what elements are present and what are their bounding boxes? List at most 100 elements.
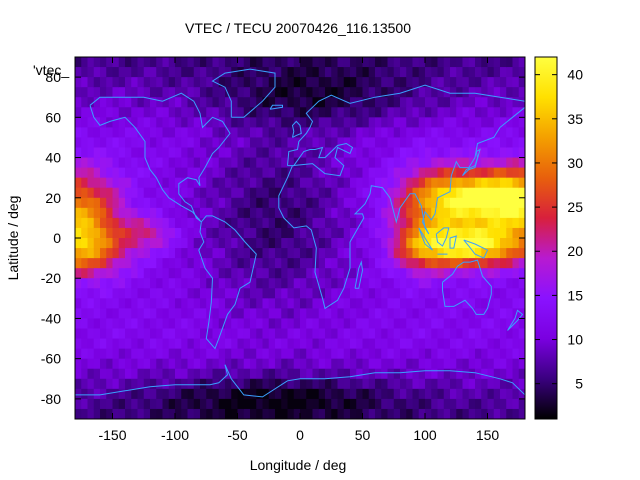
- heatmap-cell: [243, 157, 251, 169]
- colorbar-tick-label: 35: [567, 111, 583, 127]
- heatmap-cell: [518, 57, 525, 68]
- heatmap-cell: [462, 147, 470, 159]
- heatmap-cell: [418, 258, 426, 269]
- heatmap-cell: [450, 378, 457, 390]
- heatmap-cell: [350, 107, 357, 118]
- heatmap-cell: [243, 67, 251, 78]
- heatmap-cell: [350, 268, 357, 279]
- heatmap-cell: [168, 338, 176, 350]
- heatmap-cell: [143, 217, 151, 229]
- heatmap-cell: [250, 268, 257, 279]
- heatmap-cell: [93, 358, 101, 370]
- heatmap-cell: [443, 258, 451, 269]
- heatmap-cell: [387, 308, 395, 320]
- heatmap-cell: [137, 57, 145, 68]
- heatmap-cell: [112, 227, 120, 239]
- heatmap-cell: [306, 268, 314, 279]
- heatmap-cell: [137, 378, 145, 390]
- heatmap-cell: [418, 348, 426, 360]
- coastline-segment: [75, 364, 229, 396]
- heatmap-cell: [368, 77, 376, 88]
- heatmap-cell: [175, 258, 182, 269]
- heatmap-cell: [106, 408, 114, 419]
- heatmap-cell: [481, 238, 489, 249]
- heatmap-cell: [431, 238, 439, 249]
- heatmap-cell: [462, 248, 470, 259]
- heatmap-cell: [362, 288, 370, 299]
- heatmap-cell: [506, 278, 514, 289]
- heatmap-cell: [250, 187, 257, 199]
- heatmap-cell: [275, 187, 282, 199]
- heatmap-cell: [450, 147, 457, 159]
- heatmap-cell: [343, 77, 351, 88]
- heatmap-cell: [143, 258, 151, 269]
- heatmap-cell: [256, 288, 264, 299]
- heatmap-cell: [187, 97, 195, 108]
- heatmap-cell: [412, 378, 420, 390]
- heatmap-cell: [506, 67, 514, 78]
- heatmap-cell: [100, 338, 107, 350]
- heatmap-cell: [262, 348, 270, 360]
- heatmap-cell: [150, 328, 157, 340]
- heatmap-cell: [275, 378, 282, 390]
- x-tick-label: 0: [296, 427, 304, 443]
- heatmap-cell: [412, 368, 420, 380]
- heatmap-cell: [368, 117, 376, 128]
- heatmap-cell: [231, 97, 239, 108]
- heatmap-cell: [350, 288, 357, 299]
- heatmap-cell: [450, 248, 457, 259]
- heatmap-cell: [325, 248, 332, 259]
- heatmap-cell: [81, 207, 89, 219]
- heatmap-cell: [200, 77, 207, 88]
- heatmap-cell: [312, 398, 320, 410]
- heatmap-cell: [318, 227, 326, 239]
- heatmap-cell: [312, 87, 320, 98]
- heatmap-cell: [143, 97, 151, 108]
- heatmap-cell: [337, 197, 345, 209]
- heatmap-cell: [75, 268, 82, 279]
- heatmap-cell: [512, 157, 520, 169]
- heatmap-cell: [93, 318, 101, 330]
- heatmap-cell: [493, 338, 501, 350]
- heatmap-cell: [193, 67, 201, 78]
- heatmap-cell: [312, 268, 320, 279]
- y-tick-label: -40: [41, 310, 61, 326]
- heatmap-cell: [100, 248, 107, 259]
- heatmap-cell: [143, 268, 151, 279]
- heatmap-cell: [175, 298, 182, 309]
- heatmap-cell: [331, 268, 339, 279]
- heatmap-cell: [456, 107, 464, 118]
- heatmap-cell: [506, 207, 514, 219]
- heatmap-cell: [206, 368, 214, 380]
- heatmap-cell: [112, 318, 120, 330]
- heatmap-cell: [81, 137, 89, 149]
- heatmap-cell: [225, 227, 232, 239]
- heatmap-cell: [493, 268, 501, 279]
- heatmap-cell: [275, 127, 282, 139]
- heatmap-cell: [256, 207, 264, 219]
- x-axis: -150 -100 -50 0 50 100 150: [98, 57, 499, 443]
- coastline-segment: [354, 260, 364, 289]
- heatmap-cell: [518, 87, 525, 98]
- heatmap-cell: [125, 318, 132, 330]
- heatmap-cell: [325, 268, 332, 279]
- heatmap-cell: [125, 328, 132, 340]
- heatmap-cell: [143, 167, 151, 179]
- heatmap-cell: [125, 348, 132, 360]
- heatmap-cell: [350, 137, 357, 149]
- heatmap-cell: [212, 137, 220, 149]
- heatmap-cell: [475, 127, 482, 139]
- heatmap-cell: [268, 388, 276, 400]
- heatmap-cell: [162, 137, 170, 149]
- heatmap-cell: [456, 358, 464, 370]
- heatmap-cell: [262, 217, 270, 229]
- heatmap-cell: [250, 238, 257, 249]
- heatmap-cell: [231, 137, 239, 149]
- heatmap-cell: [237, 348, 245, 360]
- heatmap-cell: [243, 328, 251, 340]
- heatmap-cell: [200, 328, 207, 340]
- heatmap-cell: [381, 298, 389, 309]
- heatmap-cell: [443, 248, 451, 259]
- heatmap-cell: [212, 57, 220, 68]
- heatmap-cell: [318, 398, 326, 410]
